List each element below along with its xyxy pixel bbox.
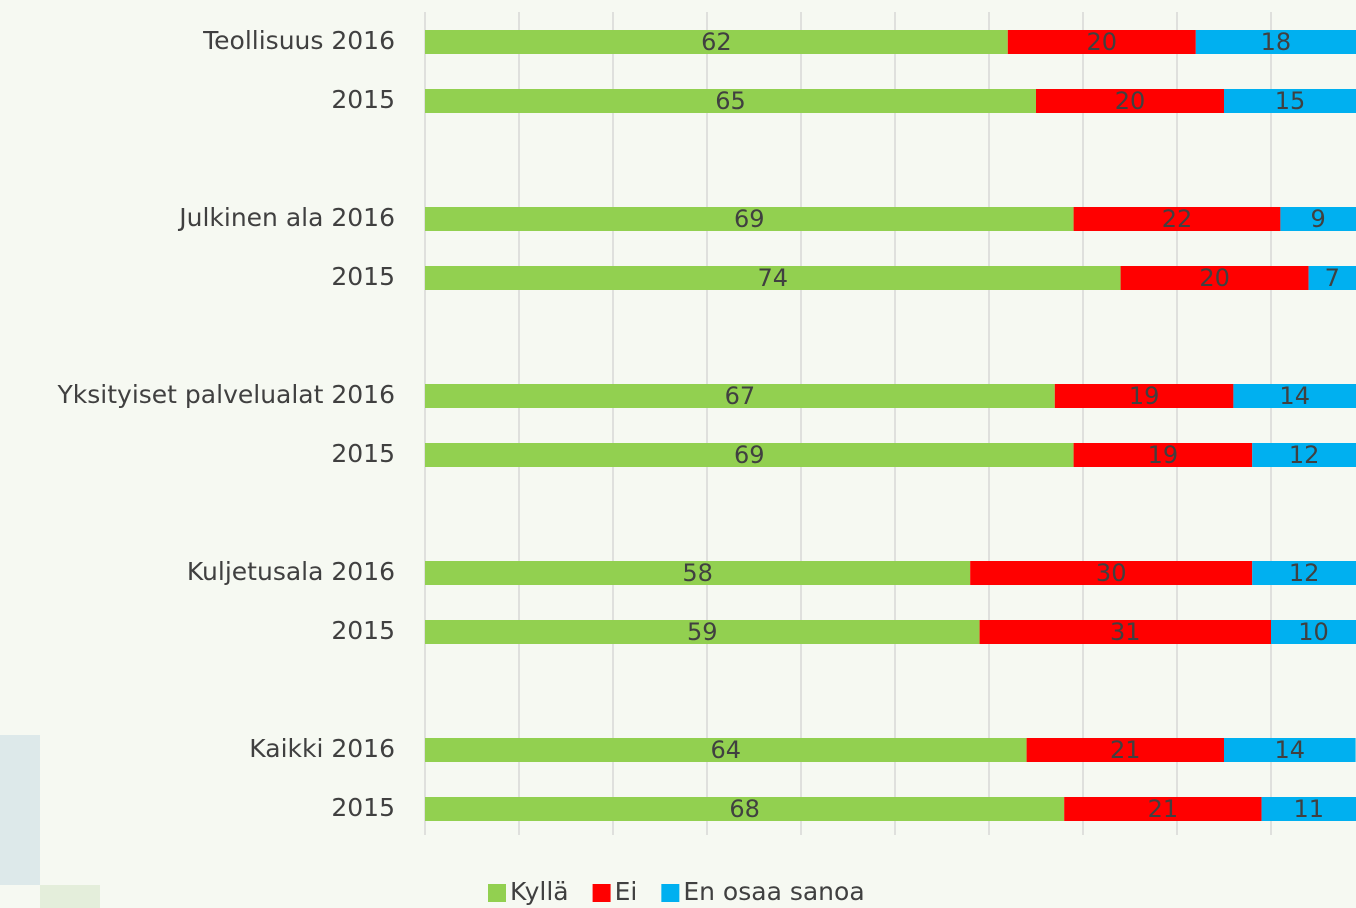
bar-segment — [425, 207, 1074, 231]
bar-segment — [425, 620, 980, 644]
legend-swatch — [488, 884, 506, 902]
bar-segment — [425, 89, 1036, 113]
bar-segment — [1064, 797, 1262, 821]
category-label: 2015 — [331, 85, 395, 114]
bar-segment — [1252, 561, 1356, 585]
bar-segment — [1261, 797, 1356, 821]
bar-segment — [1120, 266, 1309, 290]
legend-label: En osaa sanoa — [683, 877, 864, 906]
bar-segment — [1195, 30, 1356, 54]
data-label: 68 — [729, 795, 760, 823]
data-label: 30 — [1096, 559, 1127, 587]
bar-segment — [1233, 384, 1356, 408]
data-label: 31 — [1110, 618, 1141, 646]
data-label: 14 — [1275, 736, 1306, 764]
bar-segment — [1224, 89, 1356, 113]
data-label: 10 — [1298, 618, 1329, 646]
bar-segment — [1224, 738, 1356, 762]
bar-segment — [1026, 738, 1224, 762]
bar-segment — [425, 561, 971, 585]
data-label: 67 — [725, 382, 756, 410]
bar-segment — [1007, 30, 1196, 54]
bar-segment — [425, 30, 1008, 54]
legend-label: Ei — [615, 877, 638, 906]
bar-segment — [1036, 89, 1224, 113]
bar-segment — [1054, 384, 1234, 408]
data-label: 20 — [1199, 264, 1230, 292]
data-label: 11 — [1294, 795, 1325, 823]
data-label: 74 — [758, 264, 789, 292]
data-label: 65 — [715, 87, 746, 115]
bar-segment — [1073, 443, 1253, 467]
category-label: 2015 — [331, 793, 395, 822]
data-label: 69 — [734, 205, 765, 233]
data-label: 58 — [682, 559, 713, 587]
category-label: 2015 — [331, 439, 395, 468]
bar-segment — [1308, 266, 1356, 290]
bar-segment — [1073, 207, 1281, 231]
bar-segment — [425, 738, 1027, 762]
bar-segment — [425, 797, 1065, 821]
data-label: 22 — [1162, 205, 1193, 233]
data-label: 19 — [1129, 382, 1160, 410]
category-label: 2015 — [331, 262, 395, 291]
data-label: 14 — [1279, 382, 1310, 410]
data-label: 12 — [1289, 559, 1320, 587]
background-block — [0, 735, 40, 885]
legend-label: Kyllä — [510, 877, 569, 906]
data-label: 15 — [1275, 87, 1306, 115]
data-label: 21 — [1148, 795, 1179, 823]
background-block — [40, 885, 100, 908]
category-label: Yksityiset palvelualat 2016 — [57, 380, 395, 409]
data-label: 69 — [734, 441, 765, 469]
bar-segment — [1271, 620, 1356, 644]
data-label: 59 — [687, 618, 718, 646]
bar-segment — [425, 384, 1055, 408]
bar-segment — [1252, 443, 1356, 467]
data-label: 64 — [711, 736, 742, 764]
category-label: 2015 — [331, 616, 395, 645]
data-label: 12 — [1289, 441, 1320, 469]
data-label: 62 — [701, 28, 732, 56]
category-label: Teollisuus 2016 — [202, 26, 395, 55]
bar-segment — [425, 266, 1121, 290]
data-label: 20 — [1087, 28, 1118, 56]
data-label: 20 — [1115, 87, 1146, 115]
bar-segment — [1280, 207, 1356, 231]
data-label: 18 — [1261, 28, 1292, 56]
bar-segment — [425, 443, 1074, 467]
legend-swatch — [592, 884, 611, 902]
legend-swatch — [661, 884, 680, 902]
bar-segment — [979, 620, 1271, 644]
data-label: 7 — [1325, 264, 1340, 292]
data-label: 9 — [1311, 205, 1326, 233]
category-label: Julkinen ala 2016 — [177, 203, 395, 232]
category-label: Kuljetusala 2016 — [187, 557, 395, 586]
bar-segment — [970, 561, 1253, 585]
data-label: 21 — [1110, 736, 1141, 764]
data-label: 19 — [1148, 441, 1179, 469]
category-label: Kaikki 2016 — [249, 734, 395, 763]
